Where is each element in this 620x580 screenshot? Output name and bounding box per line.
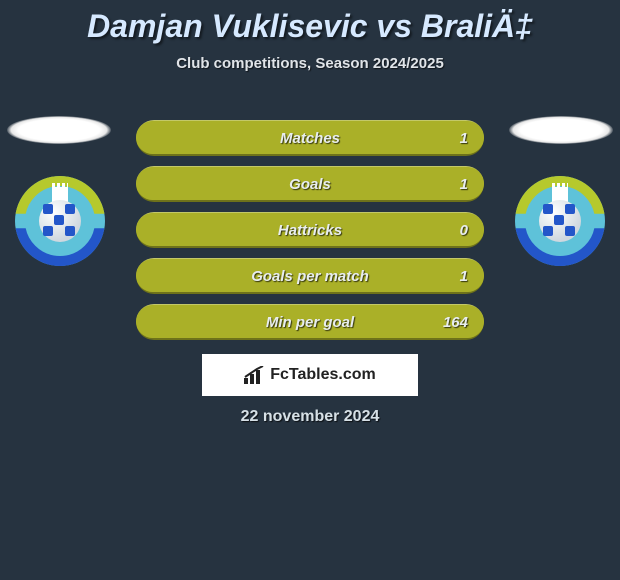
date-line: 22 november 2024	[0, 408, 620, 426]
stat-value-right: 1	[460, 259, 468, 295]
badge-ball-icon	[39, 200, 81, 242]
stat-value-right: 1	[460, 121, 468, 157]
logo-text: FcTables.com	[270, 366, 376, 384]
stats-table: Matches 1 Goals 1 Hattricks 0 Goals per …	[136, 120, 484, 350]
player-photo-right	[509, 116, 613, 144]
stat-value-right: 1	[460, 167, 468, 203]
stat-row-matches: Matches 1	[136, 120, 484, 156]
badge-ball-icon	[539, 200, 581, 242]
stat-label: Min per goal	[136, 305, 484, 341]
stat-row-goals-per-match: Goals per match 1	[136, 258, 484, 294]
stat-label: Matches	[136, 121, 484, 157]
bars-icon	[244, 366, 266, 384]
left-club-badge	[15, 176, 105, 266]
stat-label: Goals per match	[136, 259, 484, 295]
left-player-column	[8, 116, 112, 266]
right-player-column	[508, 116, 612, 266]
subtitle: Club competitions, Season 2024/2025	[0, 55, 620, 72]
stat-label: Goals	[136, 167, 484, 203]
page-title: Damjan Vuklisevic vs BraliÄ‡	[0, 0, 620, 45]
fctables-logo[interactable]: FcTables.com	[202, 354, 418, 396]
right-club-badge	[515, 176, 605, 266]
stat-row-hattricks: Hattricks 0	[136, 212, 484, 248]
stat-value-right: 0	[460, 213, 468, 249]
stat-row-goals: Goals 1	[136, 166, 484, 202]
stat-value-right: 164	[443, 305, 468, 341]
stat-row-min-per-goal: Min per goal 164	[136, 304, 484, 340]
stat-label: Hattricks	[136, 213, 484, 249]
player-photo-left	[7, 116, 111, 144]
